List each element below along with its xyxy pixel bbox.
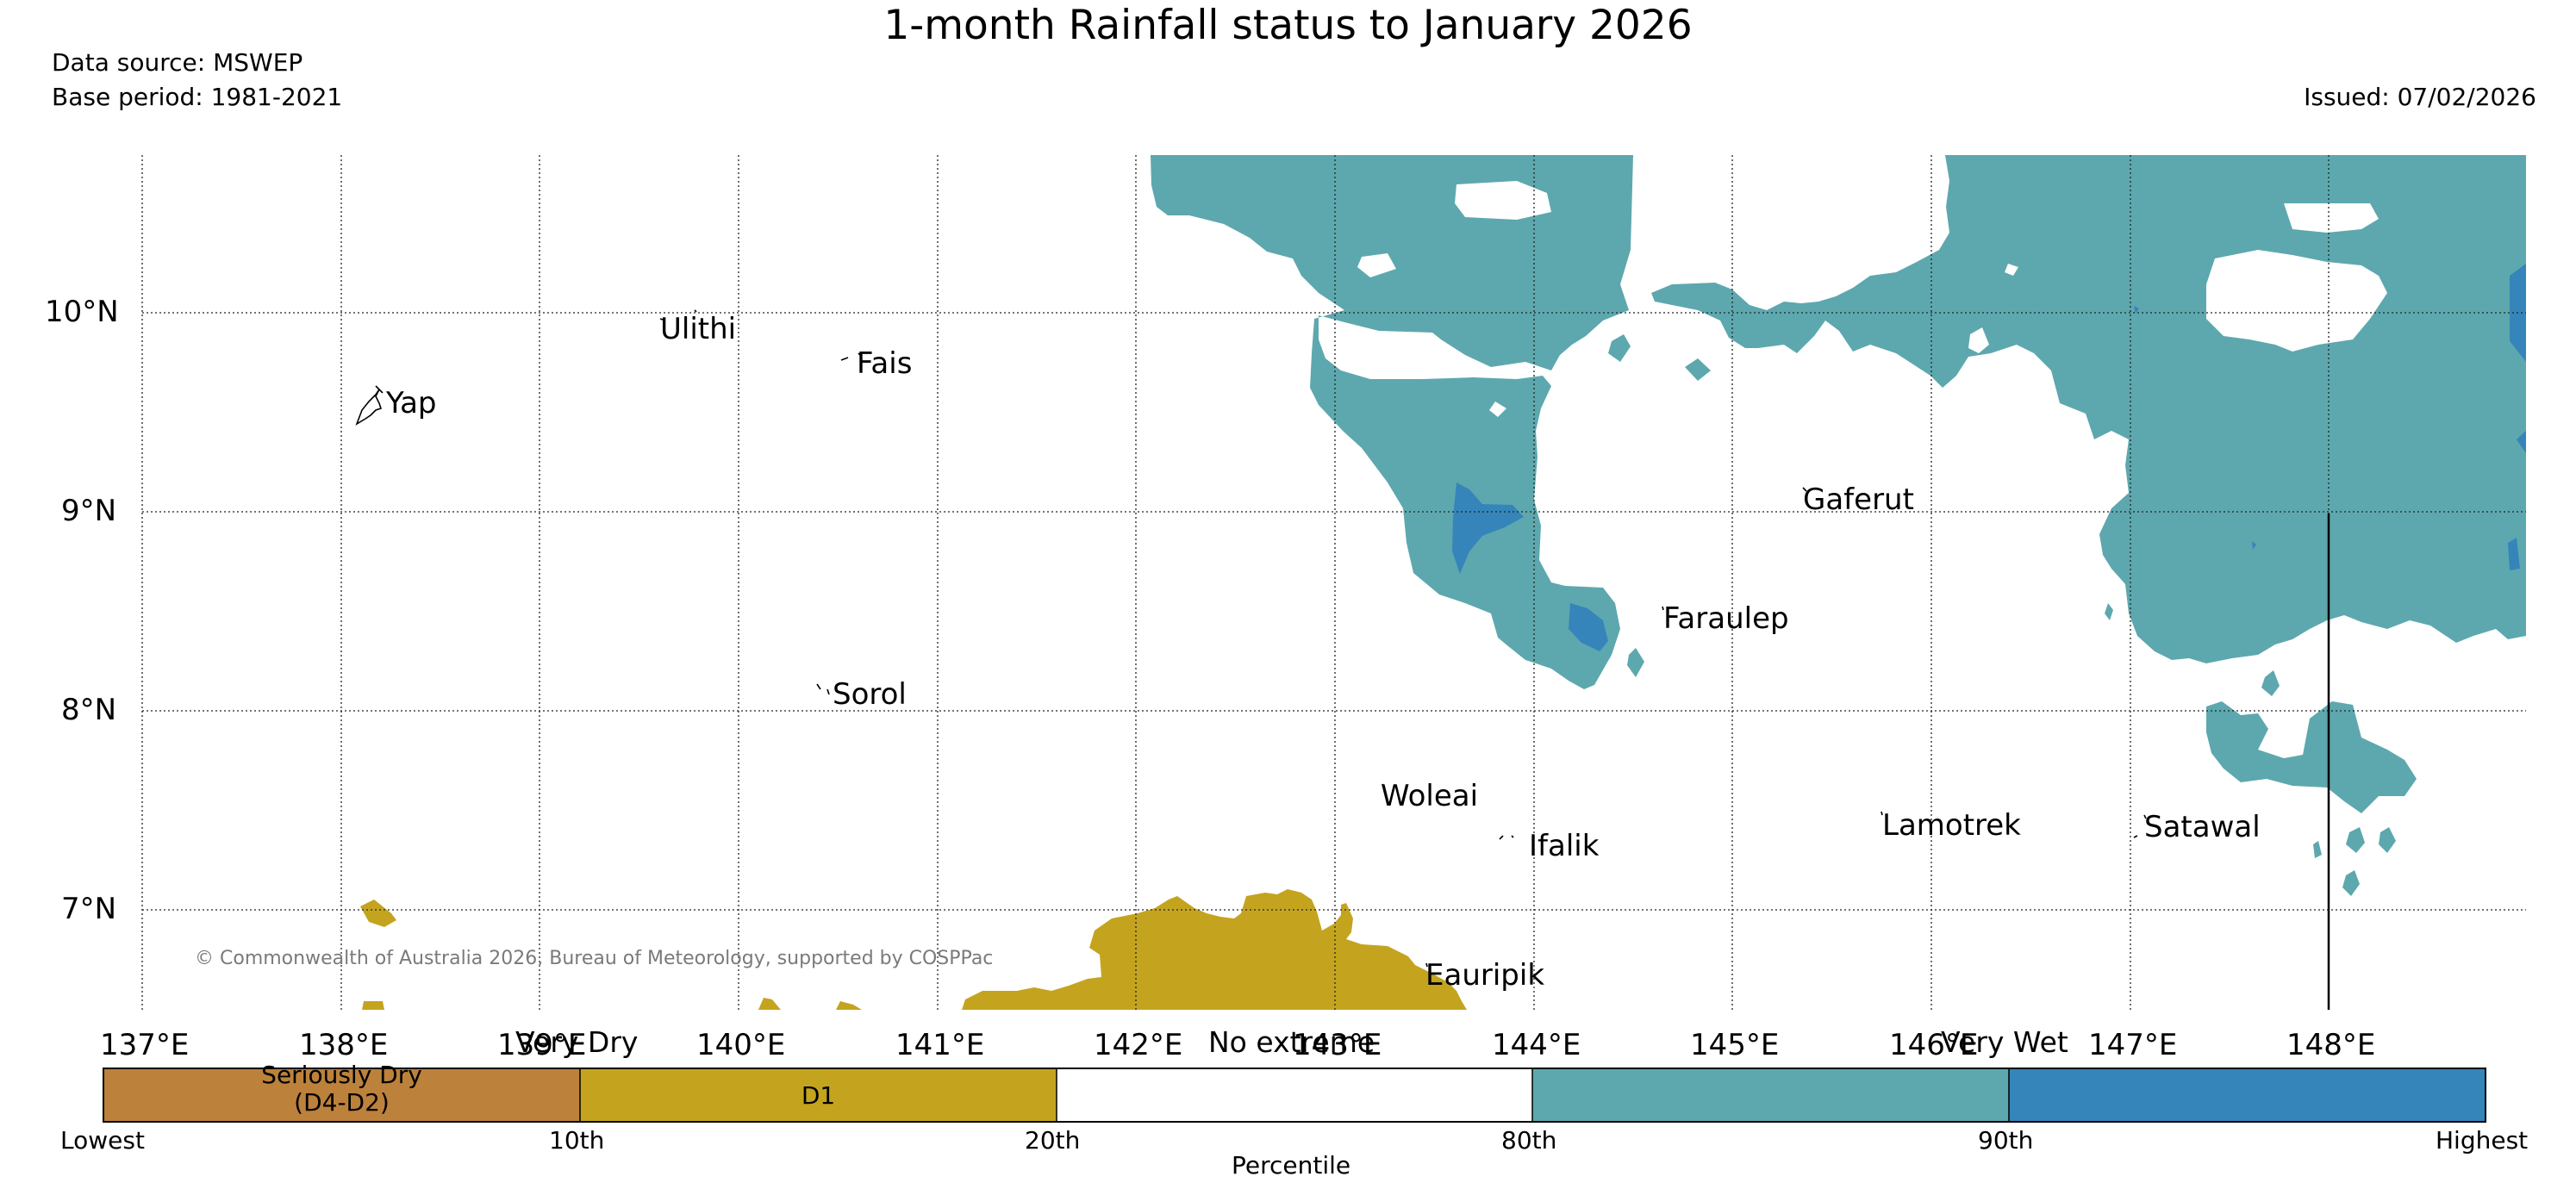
legend-label-d1: D1 bbox=[801, 1081, 836, 1110]
lon-label: 142°E bbox=[1094, 1028, 1183, 1062]
legend-colorbar bbox=[103, 1068, 2486, 1123]
lon-label: 139°E bbox=[497, 1028, 587, 1062]
rainfall-shading bbox=[360, 155, 2526, 1010]
lon-label: 144°E bbox=[1492, 1028, 1581, 1062]
wet-region-southeast bbox=[2206, 701, 2417, 813]
legend-header-very-dry: Very Dry bbox=[515, 1025, 639, 1059]
legend-swatch-no-extreme bbox=[1057, 1068, 1532, 1122]
legend-label-seriously-dry: Seriously Dry (D4-D2) bbox=[261, 1061, 422, 1117]
lon-label: 137°E bbox=[100, 1028, 190, 1062]
legend-tick: 10th bbox=[549, 1126, 605, 1155]
place-label-ulithi: Ulithi bbox=[660, 312, 737, 346]
lon-label: 143°E bbox=[1293, 1028, 1382, 1062]
yap-island-outline bbox=[355, 389, 383, 426]
issued-date-text: Issued: 07/02/2026 bbox=[2304, 83, 2536, 111]
legend-swatch-d1 bbox=[580, 1068, 1057, 1122]
place-label-woleai: Woleai bbox=[1381, 779, 1479, 813]
map-grid bbox=[141, 155, 2526, 1010]
lat-label: 8°N bbox=[61, 693, 117, 727]
base-period-text: Base period: 1981-2021 bbox=[52, 83, 343, 111]
place-label-yap: Yap bbox=[386, 386, 437, 420]
map-title: 1-month Rainfall status to January 2026 bbox=[883, 2, 1693, 49]
lon-label: 140°E bbox=[696, 1028, 786, 1062]
data-source-text: Data source: MSWEP bbox=[52, 48, 303, 77]
island-outlines bbox=[355, 309, 2147, 968]
lat-label: 10°N bbox=[45, 295, 119, 329]
legend-swatch-wet bbox=[1532, 1068, 2009, 1122]
legend-header-very-wet: Very Wet bbox=[1941, 1025, 2068, 1059]
place-label-ifalik: Ifalik bbox=[1529, 829, 1600, 863]
copyright-notice: © Commonwealth of Australia 2026, Bureau… bbox=[195, 948, 994, 969]
legend-tick: Lowest bbox=[60, 1126, 145, 1155]
legend-tick: Highest bbox=[2436, 1126, 2529, 1155]
lon-label: 146°E bbox=[1889, 1028, 1979, 1062]
place-label-sorol: Sorol bbox=[833, 677, 907, 712]
lon-label: 145°E bbox=[1690, 1028, 1780, 1062]
legend-tick: 90th bbox=[1978, 1126, 2034, 1155]
place-label-lamotrek: Lamotrek bbox=[1882, 808, 2021, 843]
legend-swatch-seriously-dry bbox=[103, 1068, 580, 1122]
legend-tick: 20th bbox=[1025, 1126, 1081, 1155]
place-label-satawal: Satawal bbox=[2144, 810, 2261, 844]
place-label-faraulep: Faraulep bbox=[1663, 601, 1789, 636]
legend-tick: 80th bbox=[1501, 1126, 1557, 1155]
place-label-eauripik: Eauripik bbox=[1425, 958, 1545, 993]
wet-region-west bbox=[1151, 155, 1633, 689]
wet-region-east bbox=[1651, 155, 2526, 663]
place-label-gaferut: Gaferut bbox=[1803, 482, 1914, 517]
place-label-fais: Fais bbox=[857, 346, 913, 381]
legend-axis-label: Percentile bbox=[1232, 1151, 1351, 1180]
lat-label: 7°N bbox=[61, 892, 117, 926]
legend-header-no-extreme: No extreme bbox=[1208, 1025, 1375, 1059]
lat-label: 9°N bbox=[61, 494, 117, 528]
lon-label: 148°E bbox=[2286, 1028, 2376, 1062]
lon-label: 147°E bbox=[2088, 1028, 2178, 1062]
legend-swatch-very-wet bbox=[2009, 1068, 2486, 1122]
lon-label: 138°E bbox=[299, 1028, 389, 1062]
dry-region-south bbox=[836, 889, 1467, 1010]
lon-label: 141°E bbox=[895, 1028, 985, 1062]
